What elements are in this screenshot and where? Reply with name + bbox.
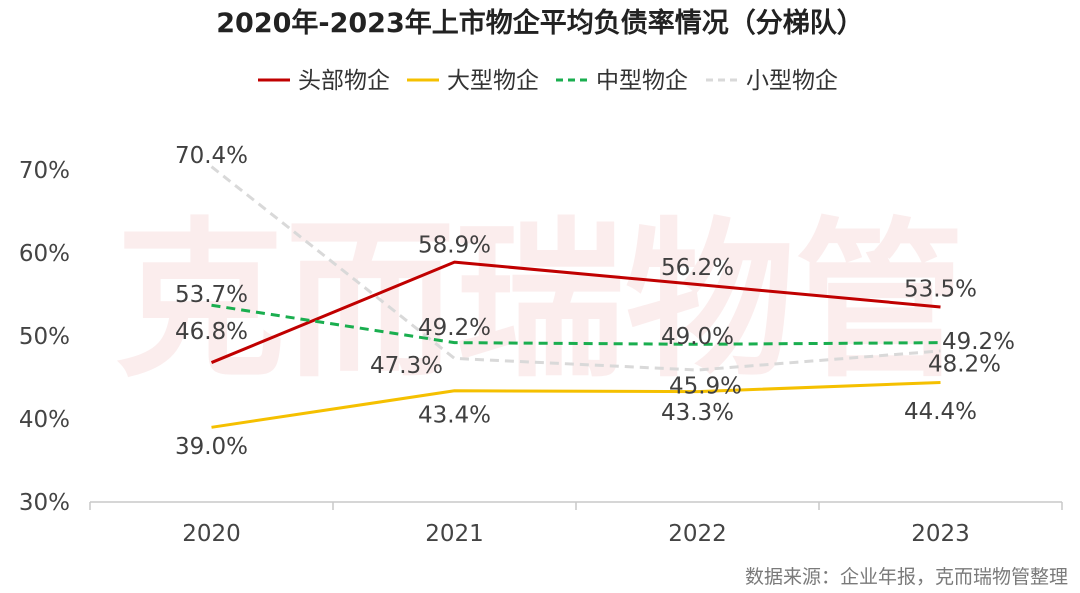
data-label: 43.3% <box>661 400 734 426</box>
data-label: 47.3% <box>370 353 443 379</box>
data-label: 44.4% <box>904 399 977 425</box>
chart-title: 2020年-2023年上市物企平均负债率情况（分梯队） <box>216 7 864 39</box>
x-tick-label: 2022 <box>668 521 727 547</box>
series-line <box>211 380 941 429</box>
data-label: 70.4% <box>175 143 248 169</box>
data-label: 49.2% <box>418 315 491 341</box>
x-tick-label: 2023 <box>911 521 970 547</box>
series-line <box>210 165 941 372</box>
data-label: 56.2% <box>661 255 734 281</box>
legend-label: 小型物企 <box>746 68 838 94</box>
data-label: 53.5% <box>904 276 977 302</box>
data-label: 48.2% <box>928 351 1001 377</box>
x-axis: 2020 2021 2022 2023 <box>89 501 1063 547</box>
x-tick-label: 2020 <box>182 521 241 547</box>
y-tick-label: 50% <box>19 324 70 350</box>
y-tick-label: 60% <box>19 241 70 267</box>
y-tick-label: 70% <box>19 158 70 184</box>
data-label: 49.0% <box>661 324 734 350</box>
x-tick-label: 2021 <box>425 521 484 547</box>
data-label: 43.4% <box>418 402 491 428</box>
series-lines <box>210 165 941 429</box>
data-label: 58.9% <box>418 233 491 259</box>
source-note: 数据来源：企业年报，克而瑞物管整理 <box>745 566 1068 588</box>
legend-label: 中型物企 <box>596 68 688 94</box>
series-line <box>210 260 941 364</box>
y-tick-label: 30% <box>19 490 70 516</box>
data-label: 45.9% <box>669 374 742 400</box>
y-axis: 30% 40% 50% 60% 70% <box>19 158 70 516</box>
data-label: 46.8% <box>175 319 248 345</box>
y-tick-label: 40% <box>19 407 70 433</box>
series-line <box>211 303 941 346</box>
legend-label: 头部物企 <box>298 68 390 94</box>
data-label: 39.0% <box>175 434 248 460</box>
data-labels: 46.8% 58.9% 56.2% 53.5% 39.0% 43.4% 43.3% 44.4%… <box>175 143 1015 460</box>
watermark: 克而瑞物管 <box>115 203 965 401</box>
data-label: 53.7% <box>175 282 248 308</box>
data-label: 49.2% <box>942 329 1015 355</box>
legend-label: 大型物企 <box>447 68 539 94</box>
legend: 头部物企 大型物企 中型物企 小型物企 <box>258 68 838 94</box>
